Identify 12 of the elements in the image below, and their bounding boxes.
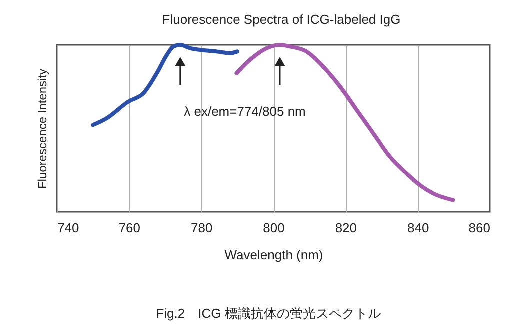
x-axis-title: Wavelength (nm) bbox=[224, 248, 324, 262]
x-tick-label: 860 bbox=[468, 220, 490, 236]
y-axis-title: Fluorescence Intensity bbox=[36, 68, 50, 190]
x-tick-label: 800 bbox=[263, 220, 285, 236]
x-tick-label: 840 bbox=[407, 220, 430, 236]
chart-title: Fluorescence Spectra of ICG-labeled IgG bbox=[162, 12, 401, 27]
annotation: λ ex/em=774/805 nm bbox=[184, 104, 306, 119]
x-tick-label: 760 bbox=[118, 220, 141, 236]
x-tick-label: 740 bbox=[58, 220, 80, 236]
x-tick-label: 820 bbox=[335, 220, 358, 236]
x-tick-label: 780 bbox=[190, 220, 213, 236]
caption: Fig.2 ICG 標識抗体の蛍光スペクトル bbox=[156, 306, 381, 321]
